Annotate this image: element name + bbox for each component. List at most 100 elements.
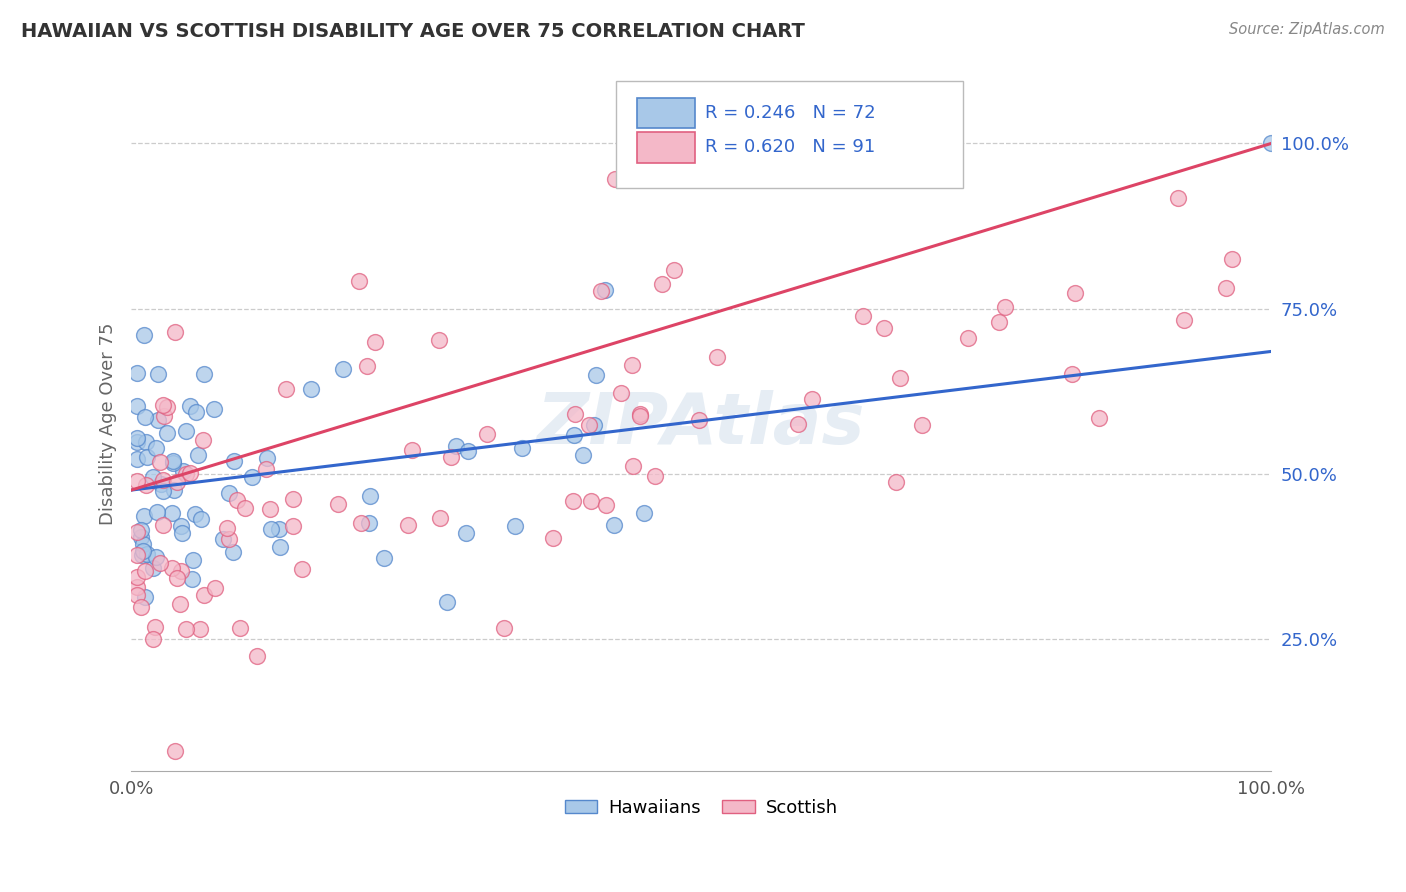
Y-axis label: Disability Age Over 75: Disability Age Over 75 [100,323,117,525]
Point [226,492,249,507]
Point [240,469,263,483]
Point [801,392,824,406]
Point [593,283,616,297]
Point [688,413,710,427]
Point [436,595,458,609]
FancyBboxPatch shape [616,81,963,188]
Point [1215,280,1237,294]
Point [125,366,148,380]
Point [454,526,477,541]
Point [602,517,624,532]
Point [190,512,212,526]
Point [193,367,215,381]
Point [163,483,186,497]
Point [129,530,152,544]
Point [172,464,194,478]
Point [1173,313,1195,327]
Legend: Hawaiians, Scottish: Hawaiians, Scottish [557,791,845,824]
Point [852,309,875,323]
Text: HAWAIIAN VS SCOTTISH DISABILITY AGE OVER 75 CORRELATION CHART: HAWAIIAN VS SCOTTISH DISABILITY AGE OVER… [21,22,806,41]
Point [125,570,148,584]
Point [457,444,479,458]
Point [610,385,633,400]
Point [132,537,155,551]
Point [152,409,174,423]
Point [169,597,191,611]
Point [347,274,370,288]
Point [585,368,607,382]
Point [169,565,191,579]
Point [152,473,174,487]
Point [179,466,201,480]
Point [181,553,204,567]
Point [218,486,240,500]
Point [184,405,207,419]
Point [160,506,183,520]
Point [578,418,600,433]
Point [125,431,148,445]
Point [364,335,387,350]
Point [564,407,586,421]
Point [143,620,166,634]
Point [401,442,423,457]
Point [541,531,564,545]
Point [299,382,322,396]
Point [579,494,602,508]
Point [131,523,153,537]
Point [174,623,197,637]
Point [131,548,153,562]
Point [621,458,644,473]
Point [170,525,193,540]
Point [475,426,498,441]
Point [125,580,148,594]
Point [152,398,174,412]
Point [135,435,157,450]
Point [212,532,235,546]
Point [884,475,907,489]
Point [267,522,290,536]
Point [259,502,281,516]
Point [373,551,395,566]
FancyBboxPatch shape [637,132,696,162]
Point [134,509,156,524]
Point [224,453,246,467]
Point [562,428,585,442]
Point [132,327,155,342]
Point [326,497,349,511]
Point [706,350,728,364]
Point [988,315,1011,329]
FancyBboxPatch shape [637,97,696,128]
Point [595,498,617,512]
Point [956,330,979,344]
Point [146,505,169,519]
Point [166,475,188,489]
Point [429,510,451,524]
Point [125,451,148,466]
Point [1260,136,1282,151]
Point [148,367,170,381]
Point [1220,252,1243,266]
Point [163,744,186,758]
Point [444,439,467,453]
Point [562,494,585,508]
Point [254,462,277,476]
Point [281,492,304,507]
Point [134,565,156,579]
Point [662,263,685,277]
Point [193,588,215,602]
Point [356,359,378,374]
Point [427,333,450,347]
Point [163,325,186,339]
Point [628,409,651,424]
Point [873,320,896,334]
Point [176,467,198,481]
Point [132,543,155,558]
Point [142,632,165,646]
Point [149,556,172,570]
Text: Source: ZipAtlas.com: Source: ZipAtlas.com [1229,22,1385,37]
Point [620,358,643,372]
Point [125,475,148,489]
Point [651,277,673,292]
Point [149,455,172,469]
Point [204,581,226,595]
